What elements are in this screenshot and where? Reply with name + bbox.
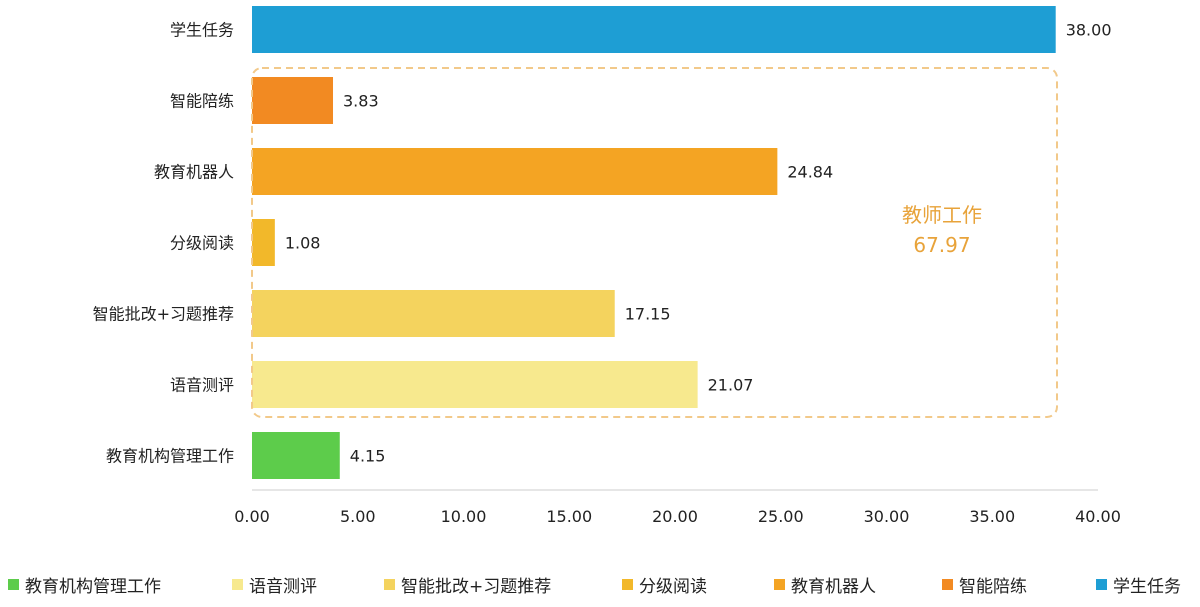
- bar: [252, 148, 778, 195]
- category-label: 教育机构管理工作: [106, 447, 234, 466]
- value-labels: 38.00 3.83 24.84 1.08 17.15 21.07 4.15: [285, 21, 1112, 466]
- category-label: 智能批改+习题推荐: [93, 305, 234, 324]
- value-label: 3.83: [343, 92, 379, 111]
- legend-swatch: [384, 579, 395, 590]
- value-label: 4.15: [350, 447, 386, 466]
- legend-swatch: [622, 579, 633, 590]
- value-label: 38.00: [1066, 21, 1112, 40]
- teacher-work-bracket: [251, 67, 1058, 418]
- legend-label: 教育机构管理工作: [25, 577, 161, 597]
- x-tick-label: 5.00: [340, 507, 376, 526]
- legend-label: 智能批改+习题推荐: [401, 577, 552, 597]
- legend-item: 分级阅读: [622, 572, 707, 597]
- category-label: 教育机器人: [154, 163, 234, 182]
- x-tick-labels: 0.00 5.00 10.00 15.00 20.00 25.00 30.00 35.00 40…: [234, 507, 1121, 526]
- legend-label: 分级阅读: [639, 577, 707, 597]
- x-tick-label: 30.00: [864, 507, 910, 526]
- category-label: 智能陪练: [170, 92, 234, 111]
- x-tick-label: 40.00: [1075, 507, 1121, 526]
- legend: 教育机构管理工作 语音测评 智能批改+习题推荐 分级阅读 教育机器人 智能陪练 学生任务: [0, 572, 1200, 604]
- legend-label: 教育机器人: [791, 577, 876, 597]
- bar: [252, 290, 615, 337]
- bar: [252, 432, 340, 479]
- bars-group: [252, 6, 1056, 479]
- value-label: 24.84: [787, 163, 833, 182]
- legend-swatch: [774, 579, 785, 590]
- x-tick-label: 25.00: [758, 507, 804, 526]
- category-label: 学生任务: [170, 21, 234, 40]
- legend-label: 语音测评: [249, 577, 317, 597]
- x-tick-label: 0.00: [234, 507, 270, 526]
- category-label: 语音测评: [170, 376, 234, 395]
- legend-item: 语音测评: [232, 572, 317, 597]
- legend-item: 教育机构管理工作: [8, 572, 161, 597]
- annotation-value: 67.97: [913, 233, 970, 257]
- x-tick-label: 10.00: [441, 507, 487, 526]
- x-tick-label: 35.00: [969, 507, 1015, 526]
- legend-swatch: [8, 579, 19, 590]
- legend-swatch: [1096, 579, 1107, 590]
- legend-item: 智能陪练: [942, 572, 1027, 597]
- category-label: 分级阅读: [170, 234, 234, 253]
- legend-label: 学生任务: [1113, 577, 1181, 597]
- value-label: 21.07: [708, 376, 754, 395]
- x-tick-label: 20.00: [652, 507, 698, 526]
- annotation-title: 教师工作: [902, 203, 982, 227]
- legend-swatch: [232, 579, 243, 590]
- legend-item: 教育机器人: [774, 572, 876, 597]
- legend-swatch: [942, 579, 953, 590]
- legend-item: 智能批改+习题推荐: [384, 572, 551, 597]
- x-tick-label: 15.00: [546, 507, 592, 526]
- bar: [252, 361, 698, 408]
- legend-label: 智能陪练: [959, 577, 1027, 597]
- bar: [252, 6, 1056, 53]
- bar: [252, 219, 275, 266]
- legend-item: 学生任务: [1096, 572, 1181, 597]
- value-label: 1.08: [285, 234, 321, 253]
- value-label: 17.15: [625, 305, 671, 324]
- bar: [252, 77, 334, 124]
